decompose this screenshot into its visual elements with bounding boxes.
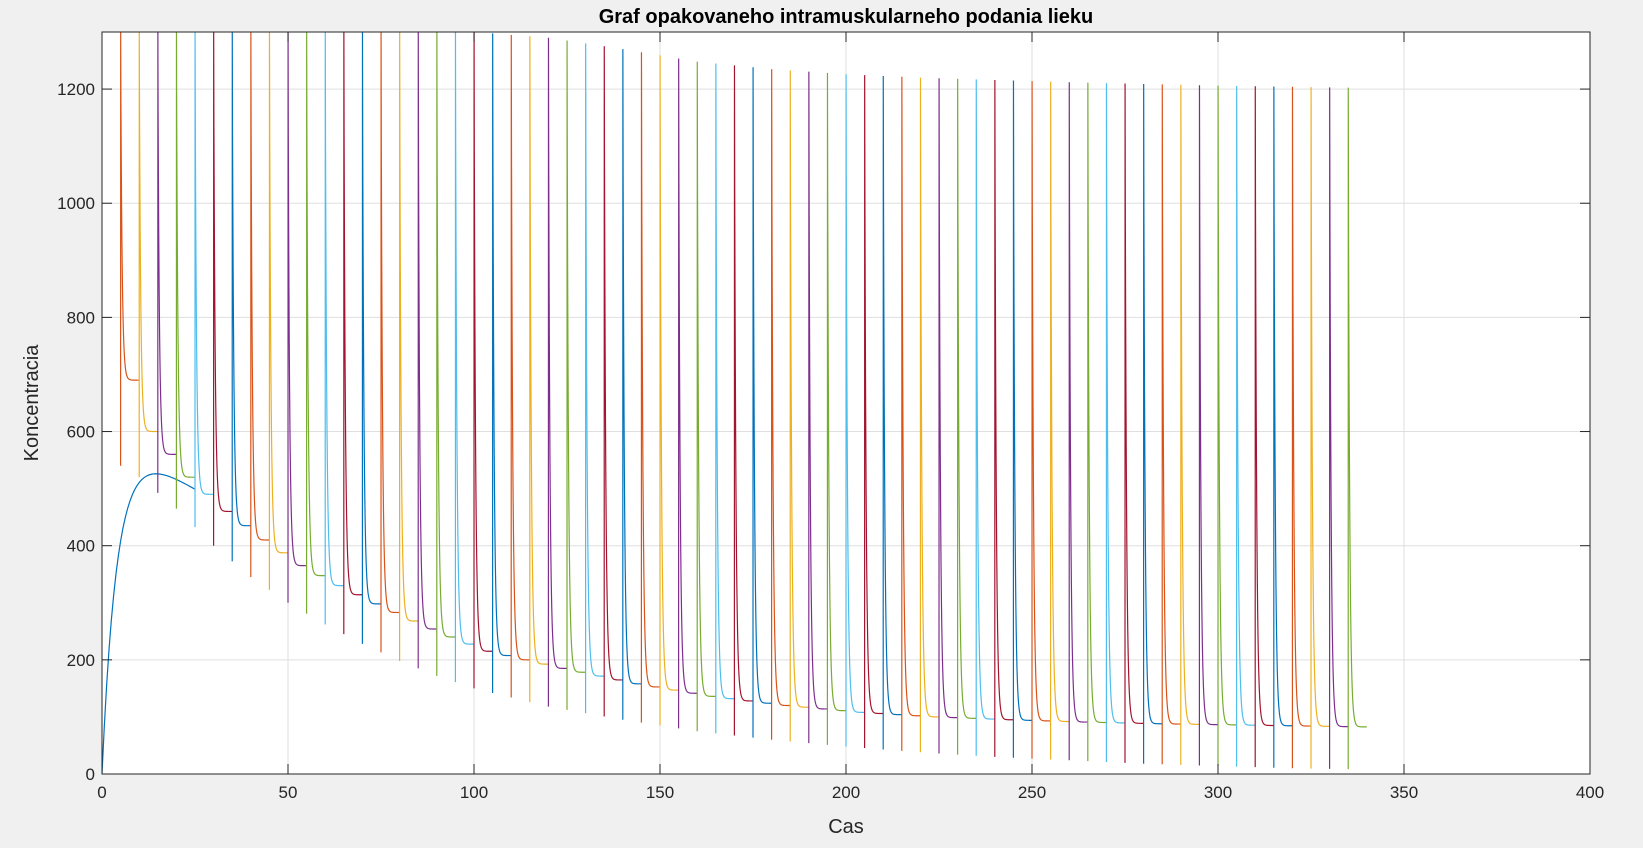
x-tick-label: 300 [1204, 783, 1232, 802]
series-line [826, 72, 846, 745]
series-line [882, 75, 902, 750]
series-line [102, 473, 196, 774]
series-line [547, 37, 567, 707]
x-tick-label: 150 [646, 783, 674, 802]
series-line [529, 36, 549, 703]
y-tick-label: 800 [67, 308, 95, 327]
series-line [1254, 86, 1274, 768]
series-line [454, 32, 474, 683]
series-line [1143, 83, 1163, 764]
x-tick-label: 50 [279, 783, 298, 802]
x-tick-label: 200 [832, 783, 860, 802]
series-line [975, 79, 995, 756]
series-line [696, 61, 716, 732]
series-line [640, 52, 660, 723]
series-line [157, 32, 177, 493]
series-line [1310, 87, 1330, 769]
series-line [1180, 84, 1200, 765]
series-line [1050, 81, 1070, 760]
series-line [138, 32, 158, 478]
series-line [399, 32, 419, 661]
series-line [1124, 83, 1144, 763]
series-line [1012, 80, 1032, 758]
series-line [250, 32, 270, 578]
series-line [994, 79, 1014, 757]
series-line [361, 32, 381, 644]
series-line [1291, 86, 1311, 769]
x-tick-label: 350 [1390, 783, 1418, 802]
series-line [268, 32, 288, 590]
series-line [194, 32, 214, 528]
series-line [231, 32, 251, 562]
y-tick-label: 400 [67, 537, 95, 556]
series-line [175, 32, 195, 509]
series-line [566, 40, 586, 710]
series-line [213, 32, 233, 546]
series-line [938, 78, 958, 754]
series-line [306, 32, 326, 614]
y-tick-label: 200 [67, 651, 95, 670]
x-tick-label: 100 [460, 783, 488, 802]
series-line [789, 70, 809, 742]
series-line [603, 46, 623, 717]
series-line [678, 58, 698, 729]
series-line [473, 32, 493, 689]
series-line [287, 32, 307, 603]
series-line [845, 74, 865, 747]
x-tick-label: 0 [97, 783, 106, 802]
y-tick-labels: 0 200 400 600 800 1000 1200 [57, 80, 95, 784]
series-line [622, 49, 642, 720]
series-line [1161, 84, 1181, 765]
series-line [1198, 85, 1218, 766]
series-line [771, 69, 791, 740]
series-line [324, 32, 344, 625]
x-tick-label: 400 [1576, 783, 1604, 802]
series-line [380, 32, 400, 653]
series-line [436, 32, 456, 676]
series-line [1031, 81, 1051, 759]
series-line [659, 55, 679, 726]
series-line [1273, 86, 1293, 768]
series-line [808, 71, 828, 744]
series-line [733, 65, 753, 736]
tick-marks [101, 32, 1591, 775]
series-line [1236, 85, 1256, 767]
series-line [901, 76, 921, 751]
x-tick-label: 250 [1018, 783, 1046, 802]
series-line [1068, 82, 1088, 761]
series-line [957, 78, 977, 755]
series-lines [102, 32, 1367, 774]
series-line [492, 33, 512, 693]
series-line [919, 77, 939, 753]
series-line [417, 32, 437, 669]
series-line [715, 63, 735, 734]
y-tick-label: 1200 [57, 80, 95, 99]
x-tick-labels: 0 50 100 150 200 250 300 350 400 [97, 783, 1604, 802]
series-line [510, 34, 530, 698]
series-line [752, 67, 772, 738]
y-tick-label: 1000 [57, 194, 95, 213]
series-line [1105, 83, 1125, 763]
chart-title: Graf opakovaneho intramuskularneho podan… [599, 6, 1094, 28]
x-axis-title: Cas [828, 816, 864, 838]
series-line [1329, 87, 1349, 769]
series-line [1087, 82, 1107, 762]
y-axis-title: Koncentracia [21, 344, 43, 462]
series-line [864, 75, 884, 749]
series-line [120, 32, 140, 466]
series-line [1347, 87, 1367, 770]
series-line [1217, 85, 1237, 767]
y-tick-label: 0 [86, 765, 95, 784]
y-tick-label: 600 [67, 423, 95, 442]
series-line [343, 32, 363, 635]
series-line [585, 43, 605, 714]
